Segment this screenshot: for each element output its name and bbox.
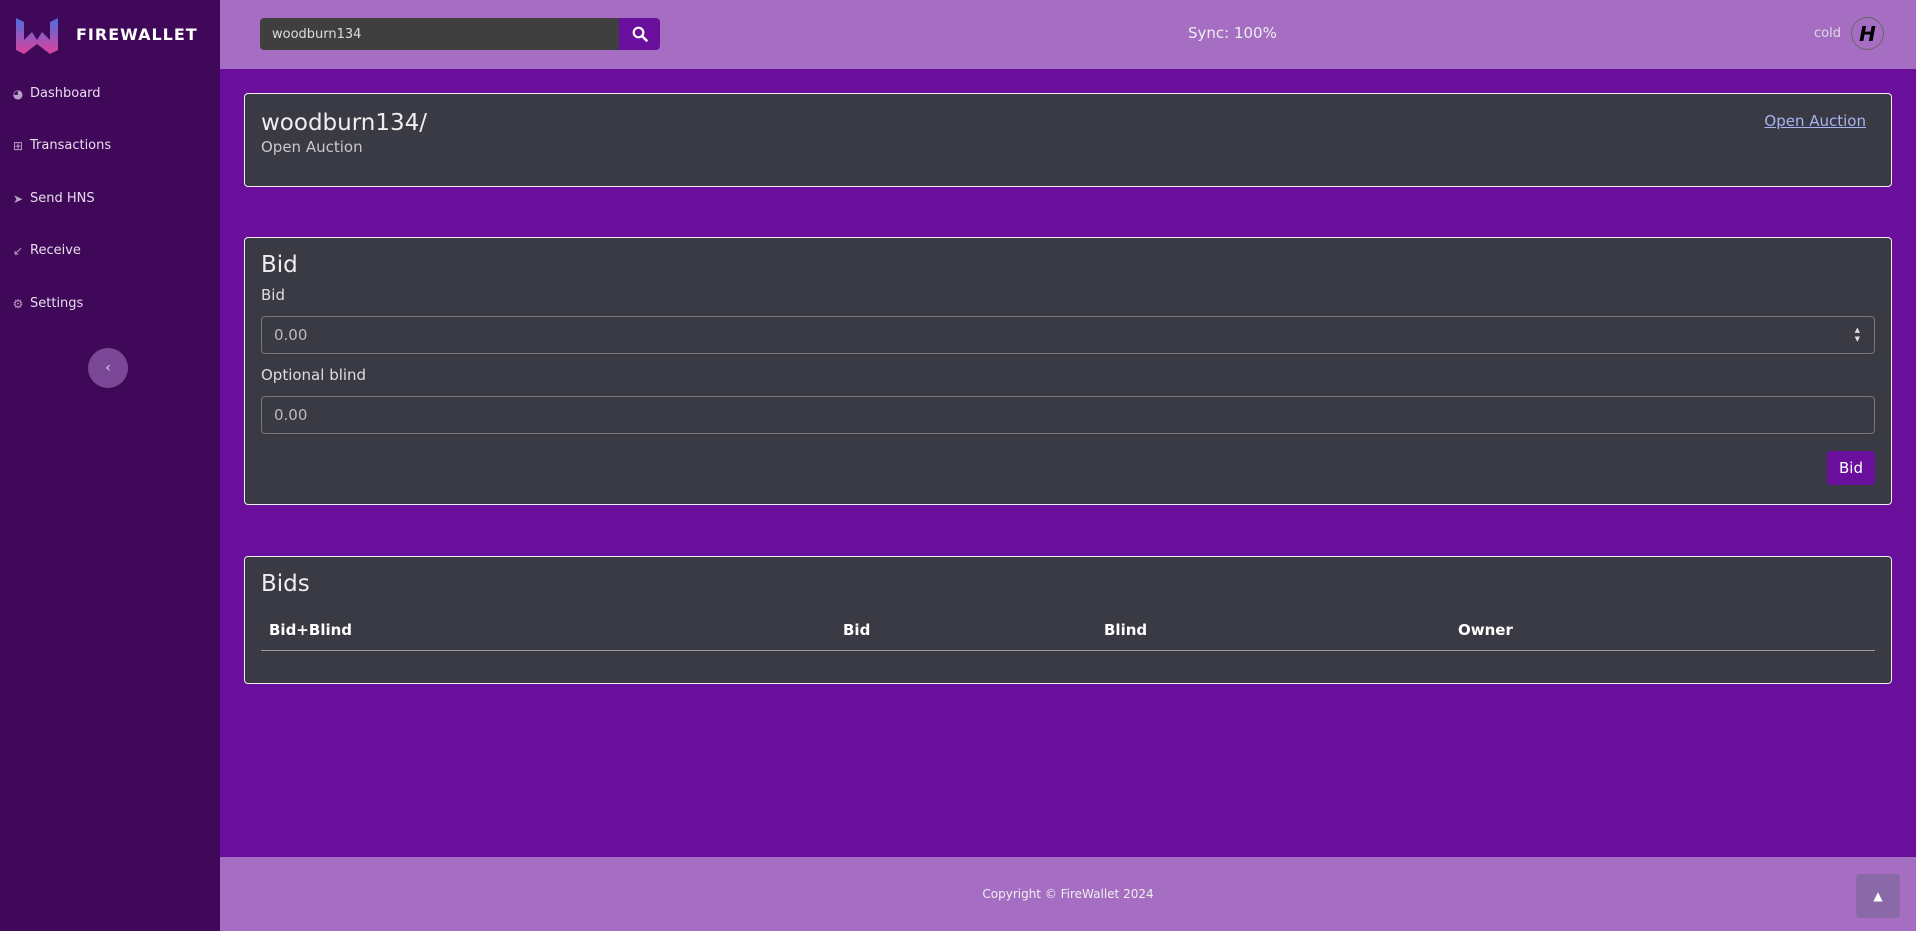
domain-title: woodburn134/ [261,110,428,136]
send-icon: ➤ [12,191,24,206]
sync-status: Sync: 100% [1188,24,1277,42]
domain-status: Open Auction [261,138,363,156]
firewallet-logo-icon [16,18,58,54]
brand-name: FIREWALLET [76,24,198,44]
domain-card: woodburn134/ Open Auction Open Auction [244,93,1892,187]
bids-card: Bids Bid+Blind Bid Blind Owner [244,556,1892,684]
bids-title: Bids [261,571,310,597]
copyright: Copyright © FireWallet 2024 [982,887,1154,901]
sidebar-item-label: Settings [30,296,84,311]
blind-placeholder: 0.00 [274,406,308,424]
sidebar-item-receive[interactable]: ↙ Receive [12,243,81,258]
blind-input[interactable]: 0.00 [261,396,1875,434]
header: Sync: 100% cold H [220,0,1916,69]
bid-label: Bid [261,286,285,304]
sidebar-item-label: Receive [30,243,81,258]
column-header: Blind [1104,621,1148,639]
table-divider [261,650,1875,651]
bid-button[interactable]: Bid [1827,451,1875,485]
search-form [260,18,660,50]
blind-label: Optional blind [261,366,367,384]
sidebar-item-dashboard[interactable]: ◕ Dashboard [12,86,101,101]
search-icon [632,26,648,42]
scroll-to-top-button[interactable]: ▲ [1856,874,1900,918]
dashboard-icon: ◕ [12,86,24,101]
table-icon: ⊞ [12,138,24,153]
receive-arrow-icon: ↙ [12,243,24,258]
sidebar-item-label: Dashboard [30,86,101,101]
sidebar-collapse-button[interactable]: ‹ [88,348,128,388]
brand[interactable]: FIREWALLET [14,14,198,54]
open-auction-link[interactable]: Open Auction [1764,112,1866,130]
footer: Copyright © FireWallet 2024 [220,857,1916,931]
column-header: Bid+Blind [269,621,353,639]
search-button[interactable] [619,18,660,50]
number-spinner[interactable]: ▲ ▼ [1854,326,1860,343]
chevron-up-icon: ▲ [1873,889,1883,903]
bid-placeholder: 0.00 [274,326,308,344]
sidebar-item-label: Transactions [30,138,112,153]
chevron-left-icon: ‹ [105,360,111,376]
column-header: Owner [1458,621,1513,639]
user-menu[interactable]: cold H [1814,17,1884,50]
bid-input[interactable]: 0.00 ▲ ▼ [261,316,1875,354]
sidebar-item-settings[interactable]: ⚙ Settings [12,296,84,311]
sidebar-item-send-hns[interactable]: ➤ Send HNS [12,191,95,206]
sidebar: FIREWALLET ◕ Dashboard ⊞ Transactions ➤ Sen… [0,0,220,931]
gear-icon: ⚙ [12,296,24,311]
bid-card-title: Bid [261,252,298,278]
bid-card: Bid Bid 0.00 ▲ ▼ Optional blind 0.00 Bid [244,237,1892,505]
column-header: Bid [843,621,871,639]
avatar[interactable]: H [1851,17,1884,50]
sidebar-item-transactions[interactable]: ⊞ Transactions [12,138,111,153]
sidebar-item-label: Send HNS [30,191,95,206]
search-input[interactable] [260,18,619,50]
wallet-name: cold [1814,26,1841,41]
